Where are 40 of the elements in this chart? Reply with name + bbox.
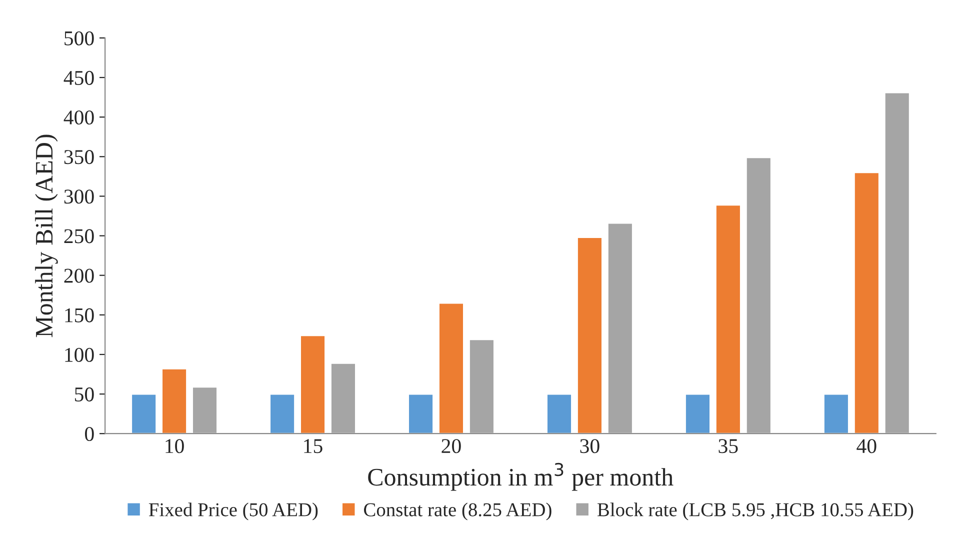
y-tick-label: 100: [65, 348, 94, 362]
bar: [408, 393, 434, 434]
bar: [546, 393, 572, 434]
bar: [330, 362, 356, 434]
y-tick-label: 150: [65, 308, 94, 322]
x-tick-label: 20: [442, 439, 461, 454]
bar: [745, 156, 772, 434]
bar: [130, 393, 157, 434]
bar: [607, 222, 634, 434]
bar: [161, 368, 188, 434]
x-tick-label: 10: [166, 439, 184, 454]
x-tick-label: 40: [856, 439, 876, 454]
y-tick-label: 250: [64, 229, 94, 244]
y-tick-label: 400: [64, 110, 94, 125]
bar: [192, 386, 218, 434]
y-tick-label: 200: [64, 268, 94, 283]
bar: [468, 338, 495, 434]
x-tick-label: 30: [580, 439, 600, 454]
y-tick-label: 300: [64, 190, 94, 204]
legend-label: Fixed Price (50 AED): [148, 502, 318, 520]
bar: [269, 393, 296, 434]
y-tick-label: 500: [64, 31, 94, 46]
y-axis-title: Monthly Bill (AED): [35, 134, 58, 338]
legend-label: Block rate (LCB 5.95 ,HCB 10.55 AED): [597, 502, 914, 520]
bar: [438, 302, 464, 434]
legend-label: Constat rate (8.25 AED): [364, 502, 552, 520]
x-tick-label: 15: [304, 439, 322, 454]
y-tick-label: 450: [64, 70, 94, 85]
bar: [715, 204, 742, 434]
bar: [300, 334, 326, 434]
x-tick-label: 35: [718, 439, 738, 454]
bar: [684, 393, 711, 434]
bar: [576, 236, 603, 434]
x-axis-title: Consumption in m$^{3}$ per month: [368, 462, 674, 491]
bar: [884, 92, 910, 434]
y-tick-label: 0: [85, 426, 94, 442]
y-tick-label: 350: [64, 150, 94, 164]
y-tick-label: 50: [75, 387, 94, 402]
bar: [854, 172, 880, 434]
bar: [823, 393, 850, 434]
